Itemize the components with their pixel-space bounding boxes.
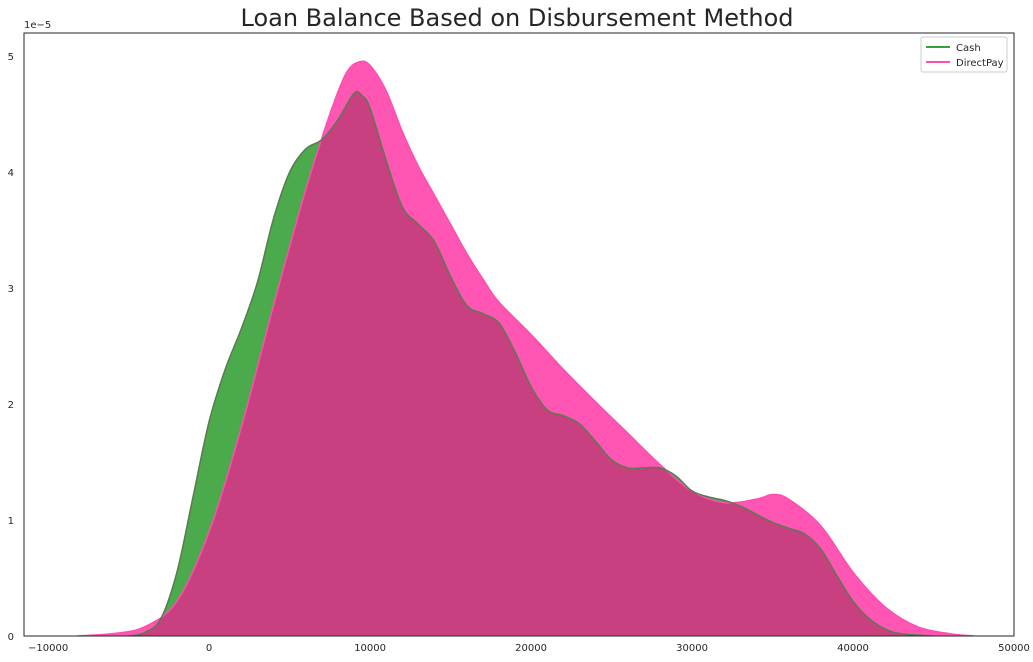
x-tick-label: 10000 xyxy=(354,643,386,654)
legend-label-cash: Cash xyxy=(956,43,981,54)
series-layer xyxy=(77,60,974,636)
x-tick-label: −10000 xyxy=(28,643,68,654)
chart-title: Loan Balance Based on Disbursement Metho… xyxy=(241,4,794,32)
legend-label-directpay: DirectPay xyxy=(956,58,1004,69)
y-tick-label: 0 xyxy=(8,632,14,643)
y-tick-label: 2 xyxy=(8,400,14,411)
x-tick-label: 20000 xyxy=(515,643,547,654)
directpay-line xyxy=(77,60,974,636)
x-tick-label: 50000 xyxy=(998,643,1030,654)
y-tick-label: 4 xyxy=(8,168,14,179)
y-tick-label: 5 xyxy=(8,52,14,63)
y-axis-ticks: 0 1 2 3 4 5 xyxy=(8,52,14,643)
plot-frame xyxy=(23,32,1015,637)
cash-line xyxy=(128,90,934,636)
overlap-area xyxy=(128,91,934,636)
y-tick-label: 1 xyxy=(8,516,14,527)
x-tick-label: 30000 xyxy=(676,643,708,654)
y-tick-label: 3 xyxy=(8,284,14,295)
y-offset-label: 1e−5 xyxy=(24,20,51,31)
legend: Cash DirectPay xyxy=(920,36,1008,73)
legend-box xyxy=(920,36,1008,73)
x-tick-label: 0 xyxy=(206,643,212,654)
x-tick-label: 40000 xyxy=(837,643,869,654)
x-axis-ticks: −10000 0 10000 20000 30000 40000 50000 xyxy=(28,643,1030,654)
